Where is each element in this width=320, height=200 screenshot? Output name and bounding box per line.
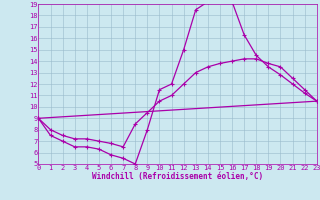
X-axis label: Windchill (Refroidissement éolien,°C): Windchill (Refroidissement éolien,°C): [92, 172, 263, 181]
